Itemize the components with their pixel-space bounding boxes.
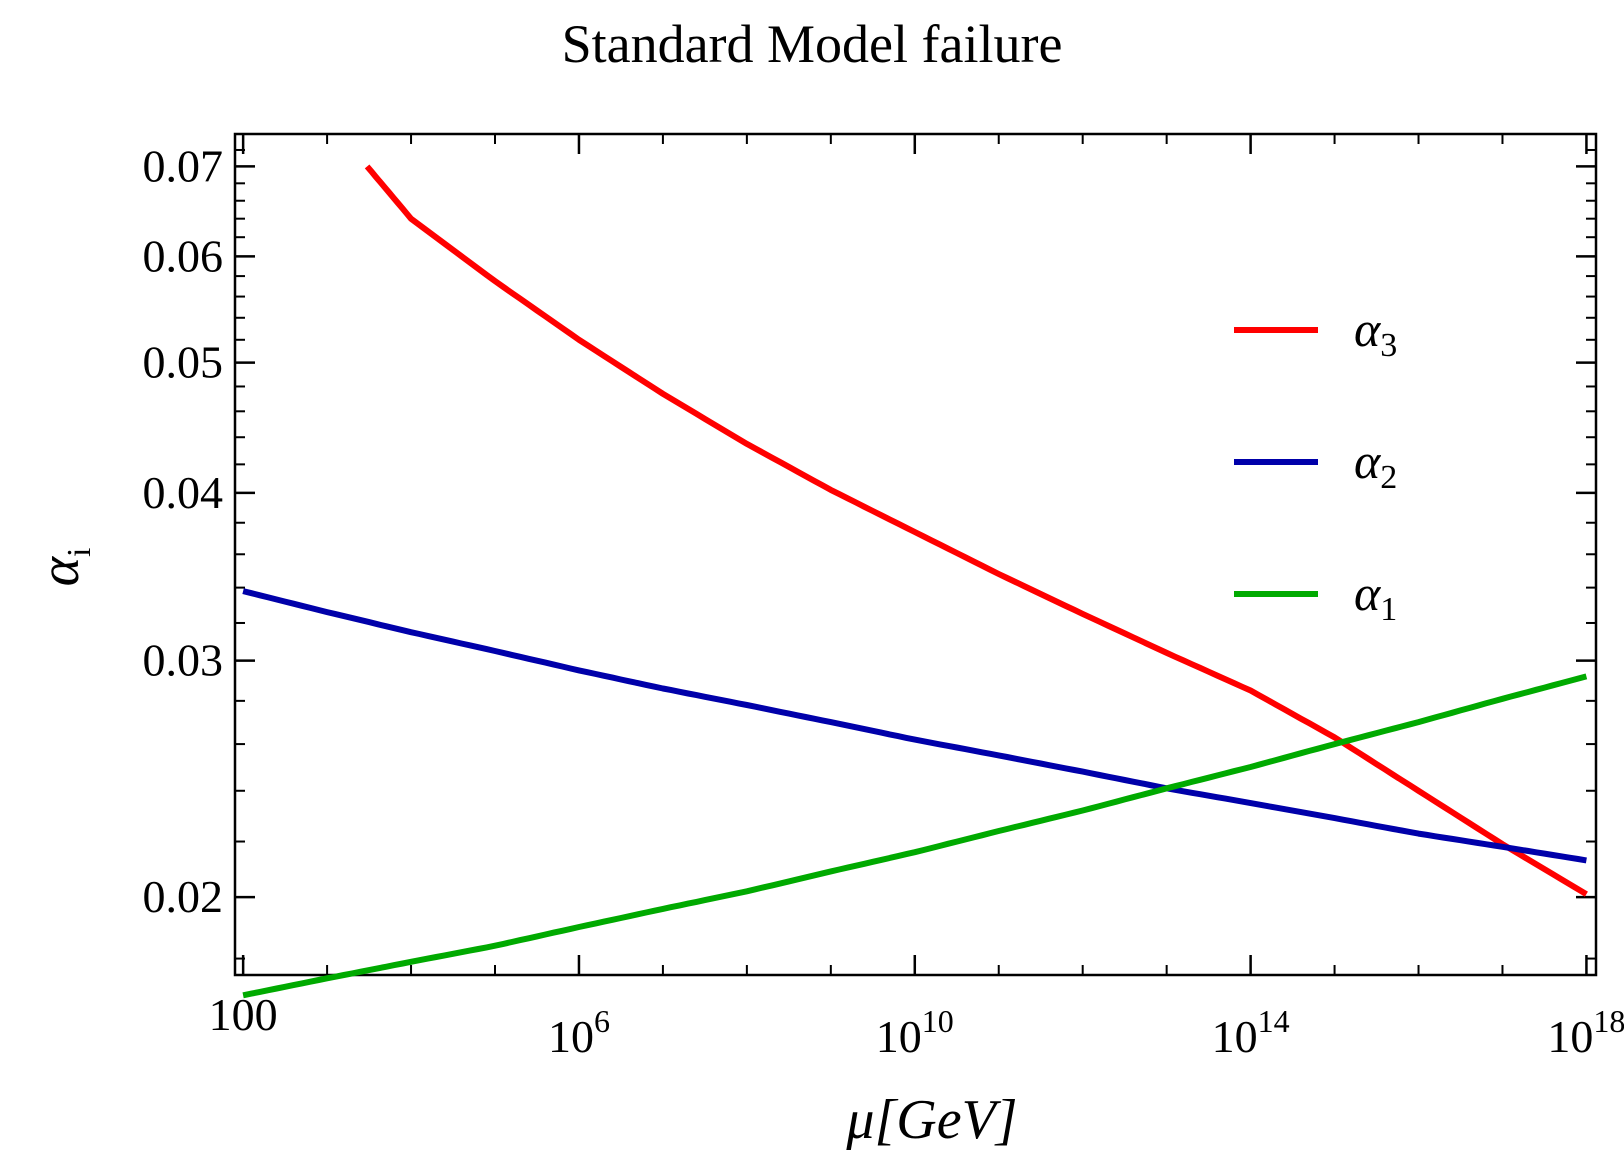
x-tick-label-base: 10 <box>876 1011 922 1062</box>
x-tick-label: 106 <box>548 1003 610 1062</box>
x-tick-label-exp: 14 <box>1258 1003 1290 1039</box>
legend-label-sub: 3 <box>1380 327 1397 364</box>
x-axis-label: μ[GeV] <box>845 1089 1017 1151</box>
series-line-3 <box>367 166 1586 894</box>
legend-label-sub: 1 <box>1380 591 1397 628</box>
plot-series <box>243 166 1586 995</box>
y-tick-label: 0.04 <box>143 467 224 518</box>
y-axis-label-base: α <box>29 555 91 586</box>
x-tick-label-base: 10 <box>1212 1011 1258 1062</box>
legend-label-sub: 2 <box>1380 459 1397 496</box>
x-tick-label-base: 10 <box>1547 1011 1593 1062</box>
y-axis-label-sub: i <box>61 548 98 557</box>
x-tick-label-base: 10 <box>548 1011 594 1062</box>
y-tick-label: 0.02 <box>143 871 224 922</box>
legend-label-3: α3 <box>1354 301 1397 364</box>
y-tick-label: 0.03 <box>143 635 224 686</box>
legend-label-base: α <box>1354 433 1382 489</box>
x-tick-label-exp: 10 <box>922 1003 954 1039</box>
x-tick-label-exp: 18 <box>1593 1003 1624 1039</box>
plot-frame <box>235 134 1596 975</box>
series-line-1 <box>243 676 1586 995</box>
legend-label-2: α2 <box>1354 433 1397 496</box>
legend-label-base: α <box>1354 565 1382 621</box>
x-tick-label: 1018 <box>1547 1003 1624 1062</box>
chart-title: Standard Model failure <box>562 14 1063 74</box>
y-tick-label: 0.06 <box>143 230 224 281</box>
x-tick-label: 1010 <box>876 1003 954 1062</box>
x-tick-label-exp: 6 <box>594 1003 610 1039</box>
x-tick-label: 100 <box>209 989 278 1040</box>
y-tick-label: 0.05 <box>143 337 224 388</box>
y-axis-label: αi <box>29 548 98 587</box>
series-line-2 <box>243 591 1586 860</box>
legend-label-base: α <box>1354 301 1382 357</box>
legend-label-1: α1 <box>1354 565 1397 628</box>
x-tick-label: 1014 <box>1212 1003 1290 1062</box>
y-tick-label: 0.07 <box>143 140 224 191</box>
